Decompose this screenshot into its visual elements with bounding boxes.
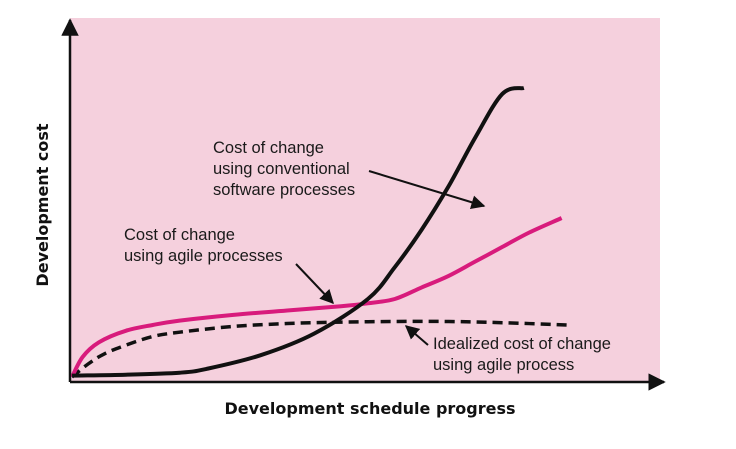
plot-background — [70, 18, 660, 382]
annotation-agile-line-2: using agile processes — [124, 247, 283, 265]
x-axis-label: Development schedule progress — [224, 399, 515, 418]
y-axis-label: Development cost — [33, 123, 52, 286]
annotation-conventional-line-1: Cost of change — [213, 139, 324, 157]
annotation-agile: Cost of change using agile processes — [124, 226, 283, 265]
series-layer — [70, 86, 568, 379]
annotation-conventional-line-2: using conventional — [213, 160, 350, 178]
annotation-idealized: Idealized cost of change using agile pro… — [433, 335, 616, 374]
series-line-idealized — [70, 319, 568, 379]
series-line-agile — [70, 216, 563, 378]
annotation-conventional-line-3: software processes — [213, 181, 355, 199]
annotation-arrow-idealized — [404, 325, 429, 346]
annotation-idealized-line-1: Idealized cost of change — [433, 335, 611, 353]
annotation-layer: Cost of change using conventional softwa… — [124, 139, 616, 374]
annotation-idealized-line-2: using agile process — [433, 356, 574, 374]
annotation-arrow-agile — [295, 263, 334, 305]
annotation-conventional: Cost of change using conventional softwa… — [213, 139, 355, 199]
annotation-arrow-conventional — [368, 170, 486, 210]
series-line-conventional — [71, 86, 525, 378]
annotation-agile-line-1: Cost of change — [124, 226, 235, 244]
